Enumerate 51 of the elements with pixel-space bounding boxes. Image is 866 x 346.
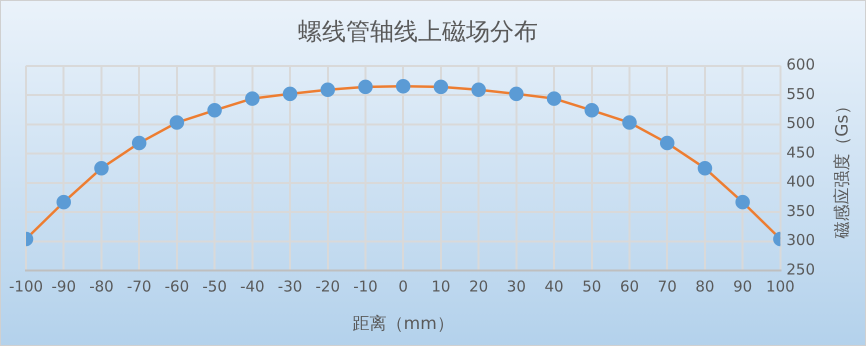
x-tick-label: -40 [240, 277, 265, 296]
point [320, 82, 336, 98]
point [358, 80, 373, 94]
y-tick-label: 350 [786, 202, 816, 220]
y-tick-label: 450 [786, 143, 816, 162]
x-tick-label: 100 [766, 277, 795, 296]
x-tick-label: -70 [126, 277, 152, 296]
x-tick-label: -100 [9, 277, 44, 296]
y-tick-label: 400 [786, 172, 816, 191]
x-tick-label: -50 [202, 277, 227, 296]
point [132, 136, 146, 150]
point [56, 194, 71, 210]
x-axis-title: 距离（mm） [352, 314, 454, 334]
x-tick-label: -10 [353, 277, 378, 296]
point [170, 115, 184, 130]
y-tick-label: 300 [786, 231, 816, 250]
point [509, 86, 524, 102]
point [434, 80, 448, 94]
point [622, 115, 637, 130]
point [660, 136, 674, 150]
x-tick-label: 50 [582, 277, 602, 296]
x-tick-label: 20 [469, 277, 488, 296]
point [94, 160, 109, 176]
point [245, 91, 260, 106]
point [546, 91, 562, 106]
point [698, 160, 712, 176]
x-tick-label: 90 [733, 277, 752, 296]
y-tick-label: 600 [786, 56, 816, 74]
x-tick-label: -20 [316, 277, 340, 296]
x-tick-label: 80 [695, 277, 714, 296]
x-tick-label: 30 [506, 277, 526, 296]
point [207, 103, 222, 118]
point [282, 86, 298, 102]
point [396, 79, 410, 94]
x-tick-label: -80 [89, 277, 114, 296]
x-tick-label: 10 [431, 277, 450, 296]
x-tick-label: -30 [278, 277, 302, 296]
y-tick-label: 500 [786, 114, 816, 132]
y-tick-label: 550 [786, 84, 816, 103]
y-tick-label: 250 [786, 260, 816, 278]
point [471, 82, 486, 98]
point [584, 103, 600, 118]
x-tick-label: -60 [164, 277, 190, 296]
x-tick-label: 40 [544, 277, 564, 296]
x-tick-label: 70 [658, 277, 677, 296]
point [735, 194, 750, 210]
x-tick-label: 60 [620, 277, 640, 296]
y-axis-title: 磁感应强度（Gs） [832, 98, 852, 240]
chart-title: 螺线管轴线上磁场分布 [298, 18, 538, 46]
x-tick-label: -90 [51, 277, 76, 296]
x-tick-label: 0 [398, 277, 408, 296]
